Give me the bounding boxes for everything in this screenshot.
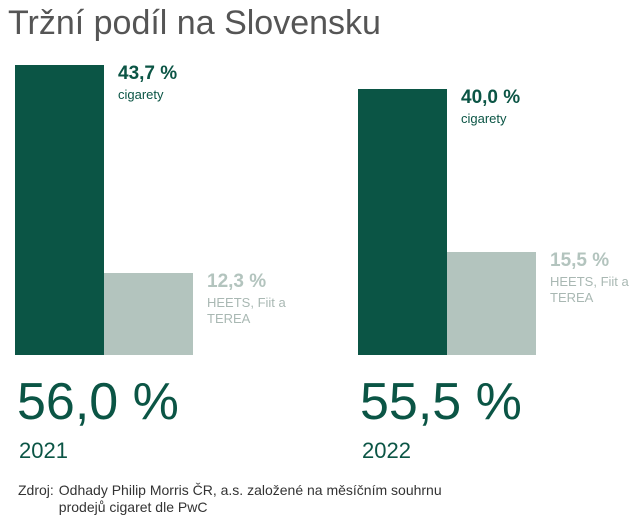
bar — [15, 64, 104, 355]
series-name: cigarety — [118, 86, 164, 102]
series-name: HEETS, Fiit a TEREA — [550, 274, 629, 306]
chart-title: Tržní podíl na Slovensku — [8, 4, 381, 42]
value-label: 40,0 % — [461, 87, 521, 109]
year-label: 2022 — [362, 438, 411, 463]
source-text: Odhady Philip Morris ČR, a.s. založené n… — [58, 482, 442, 515]
value-label: 12,3 % — [207, 271, 267, 293]
total-label: 55,5 % — [360, 373, 522, 431]
source-label: Zdroj: — [18, 482, 54, 498]
bar — [104, 273, 193, 355]
bar — [358, 89, 447, 355]
value-label: 15,5 % — [550, 250, 610, 272]
series-name: HEETS, Fiit a TEREA — [207, 295, 286, 327]
source-note: Zdroj: Odhady Philip Morris ČR, a.s. zal… — [18, 482, 488, 516]
bar — [447, 252, 536, 355]
total-label: 56,0 % — [17, 373, 179, 431]
series-name: cigarety — [461, 111, 507, 127]
value-label: 43,7 % — [118, 62, 178, 84]
year-label: 2021 — [19, 438, 68, 463]
